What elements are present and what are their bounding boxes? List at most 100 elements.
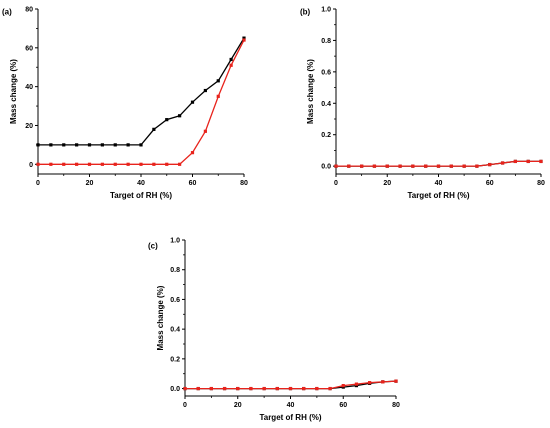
data-point [424,165,427,168]
y-axis-title: Mass change (%) [306,59,315,124]
data-point [347,165,350,168]
y-tick-label: 0.6 [321,69,331,76]
series-red [334,160,542,168]
data-point [450,165,453,168]
data-point [178,114,181,117]
data-point [36,143,39,146]
data-point [411,165,414,168]
data-point [249,387,252,390]
x-axis-title: Target of RH (%) [110,191,172,200]
x-tick-label: 60 [339,402,347,409]
x-axis-title: Target of RH (%) [407,191,469,200]
data-point [178,163,181,166]
data-point [475,165,478,168]
data-point [355,383,358,386]
data-point [360,165,363,168]
y-tick-label: 1.0 [321,7,331,14]
y-tick-label: 0.4 [170,327,180,334]
data-point [276,387,279,390]
data-point [152,163,155,166]
x-tick-label: 40 [287,402,295,409]
data-point [501,161,504,164]
data-point [49,143,52,146]
x-tick-label: 0 [334,180,338,187]
data-point [223,387,226,390]
data-point [204,89,207,92]
data-point [334,165,337,168]
series-red [36,38,245,165]
data-point [75,163,78,166]
data-point [386,165,389,168]
data-point [342,384,345,387]
x-tick-label: 80 [537,180,545,187]
x-tick-label: 0 [36,180,40,187]
data-point [88,163,91,166]
y-axis-title: Mass change (%) [156,285,165,350]
x-tick-label: 20 [234,402,242,409]
y-tick-label: 40 [25,84,33,91]
data-point [463,165,466,168]
data-point [62,143,65,146]
data-point [210,387,213,390]
y-tick-label: 0.6 [170,297,180,304]
data-point [514,160,517,163]
x-tick-label: 0 [183,402,187,409]
y-tick-label: 0.8 [321,38,331,45]
y-tick-label: 0.0 [170,386,180,393]
series-red [183,380,397,391]
data-point [394,380,397,383]
data-point [315,387,318,390]
y-tick-label: 60 [25,45,33,52]
data-point [437,165,440,168]
data-point [263,387,266,390]
data-point [114,143,117,146]
data-point [373,165,376,168]
x-tick-label: 40 [435,180,443,187]
data-point [230,58,233,61]
series-black [36,37,245,147]
data-point [381,380,384,383]
data-point [368,381,371,384]
chart-panel-c: (c) 0 20 40 60 80 0.0 0.2 0.4 0.6 0.8 1.0 Target of … [148,238,400,423]
data-point [328,387,331,390]
x-axis-title: Target of RH (%) [259,413,321,422]
data-point [183,387,186,390]
y-tick-label: 0.0 [321,164,331,171]
data-point [488,163,491,166]
data-point [236,387,239,390]
x-tick-label: 60 [189,180,197,187]
panel-label: (a) [2,8,12,17]
data-point [114,163,117,166]
chart-panel-b: (b) 0 20 40 60 80 0.0 0.2 0.4 0.6 0.8 1.0 Target of … [300,7,545,201]
series-line-black [38,38,244,145]
data-point [36,163,39,166]
data-point [230,64,233,67]
x-tick-label: 20 [86,180,94,187]
y-tick-label: 0 [29,162,33,169]
data-point [139,163,142,166]
data-point [152,128,155,131]
y-tick-label: 20 [25,123,33,130]
panel-label: (b) [300,8,311,17]
y-tick-label: 0.2 [321,132,331,139]
data-point [204,130,207,133]
y-tick-label: 0.8 [170,267,180,274]
data-point [62,163,65,166]
data-point [127,163,130,166]
data-point [217,79,220,82]
data-point [302,387,305,390]
data-point [139,143,142,146]
data-point [49,163,52,166]
data-point [101,143,104,146]
data-point [398,165,401,168]
x-tick-label: 20 [383,180,391,187]
panel-label: (c) [148,242,158,251]
data-point [191,101,194,104]
data-point [197,387,200,390]
data-point [242,38,245,41]
y-tick-label: 0.4 [321,101,331,108]
data-point [165,118,168,121]
x-tick-label: 80 [392,402,400,409]
data-point [127,143,130,146]
